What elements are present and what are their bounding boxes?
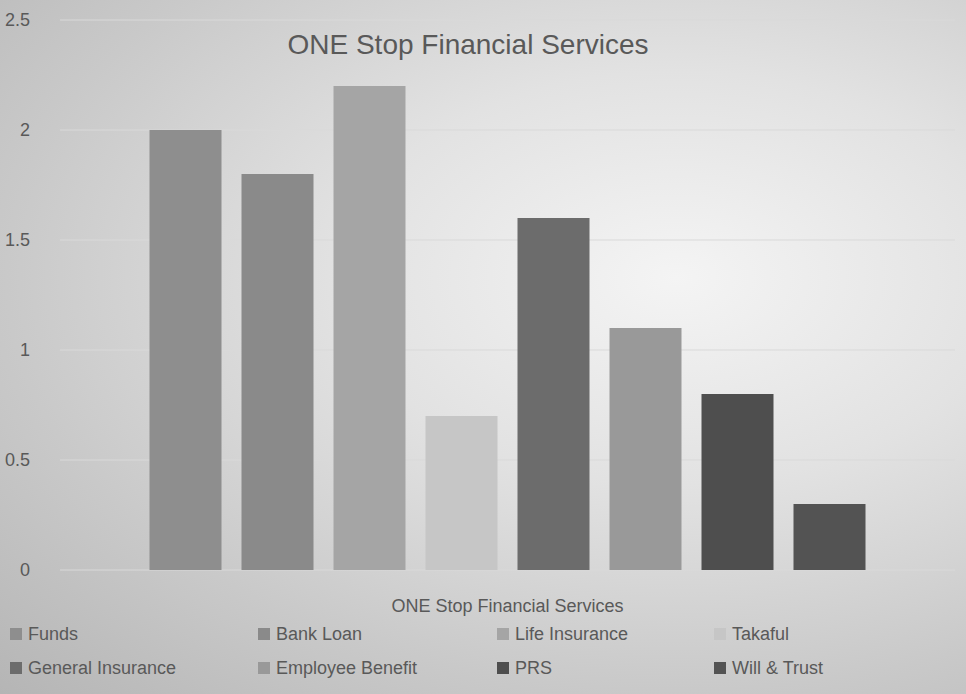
legend-label: PRS xyxy=(515,658,552,678)
legend-label: Bank Loan xyxy=(276,624,362,644)
tick-label: 2.5 xyxy=(5,10,30,30)
legend-label: Life Insurance xyxy=(515,624,628,644)
bar xyxy=(702,394,774,570)
legend-swatch xyxy=(258,628,270,640)
tick-label: 0 xyxy=(20,560,30,580)
bar xyxy=(794,504,866,570)
legend-swatch xyxy=(258,662,270,674)
bar xyxy=(150,130,222,570)
category-label: ONE Stop Financial Services xyxy=(391,596,623,616)
legend-label: Employee Benefit xyxy=(276,658,417,678)
tick-label: 0.5 xyxy=(5,450,30,470)
legend-swatch xyxy=(10,628,22,640)
legend-label: General Insurance xyxy=(28,658,176,678)
tick-label: 1.5 xyxy=(5,230,30,250)
legend-swatch xyxy=(714,628,726,640)
legend-swatch xyxy=(497,662,509,674)
title: ONE Stop Financial Services xyxy=(287,29,648,60)
bar xyxy=(518,218,590,570)
chart: 0 0.5 1 1.5 2 2.5 ONE Stop Financial Services O… xyxy=(0,0,966,694)
legend-swatch xyxy=(714,662,726,674)
bar xyxy=(334,86,406,570)
tick-label: 1 xyxy=(20,340,30,360)
bar xyxy=(426,416,498,570)
bar xyxy=(242,174,314,570)
tick-label: 2 xyxy=(20,120,30,140)
grid-line xyxy=(60,20,955,21)
legend-label: Takaful xyxy=(732,624,789,644)
legend-label: Will & Trust xyxy=(732,658,823,678)
legend-swatch xyxy=(10,662,22,674)
bar xyxy=(610,328,682,570)
legend-swatch xyxy=(497,628,509,640)
legend-label: Funds xyxy=(28,624,78,644)
